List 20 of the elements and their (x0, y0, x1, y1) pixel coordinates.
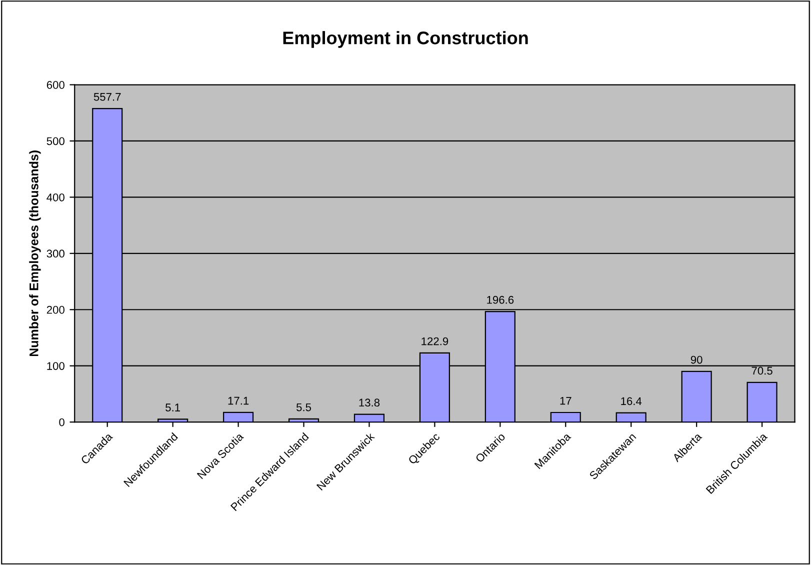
data-label: 196.6 (487, 296, 514, 304)
y-tick-label: 600 (46, 81, 64, 89)
y-tick-label: 400 (46, 193, 64, 202)
y-tick-label: 500 (46, 137, 64, 146)
y-tick-label: 200 (46, 306, 64, 314)
data-label: 17.1 (228, 396, 249, 405)
data-label: 5.1 (166, 404, 180, 412)
y-axis-title: Number of Employees (thousands) (29, 150, 41, 356)
data-label: 13.8 (359, 398, 380, 407)
data-label: 90 (690, 356, 702, 364)
data-label: 16.4 (621, 397, 642, 406)
data-label: 17 (560, 396, 572, 405)
y-tick-label: 300 (46, 250, 64, 258)
y-tick-label: 100 (47, 362, 64, 370)
data-label: 557.7 (94, 93, 121, 101)
data-label: 70.5 (752, 366, 772, 375)
chart-title: Employment in Construction (283, 31, 528, 48)
data-label: 122.9 (422, 337, 448, 346)
data-label: 5.5 (296, 403, 312, 412)
y-tick-label: 0 (59, 418, 64, 426)
